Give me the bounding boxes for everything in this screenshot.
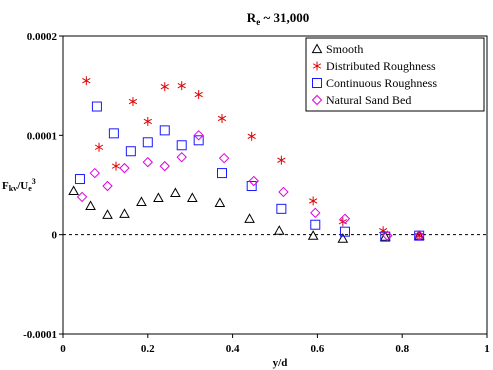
data-point: [413, 230, 425, 241]
data-point: [177, 81, 186, 91]
data-point: [153, 192, 164, 203]
x-axis-title: y/d: [273, 357, 288, 369]
x-tick-label: 0: [60, 343, 66, 355]
series-square: [74, 101, 425, 242]
y-tick-label: 0.0001: [27, 130, 57, 142]
legend: Smooth Distributed Roughness Continuous Ro…: [305, 37, 485, 112]
data-point: [214, 197, 226, 207]
legend-label: Continuous Roughness: [326, 76, 437, 90]
asterisk-stroke: [111, 163, 121, 169]
data-point: [310, 219, 321, 230]
data-point: [170, 187, 181, 198]
data-point: [248, 175, 260, 187]
legend-label: Smooth: [326, 42, 363, 56]
x-tick-label: 0.8: [395, 343, 409, 355]
data-point: [339, 226, 350, 237]
data-point: [186, 192, 198, 203]
data-point: [217, 168, 227, 179]
y-axis: -0.0001 0 0.0001 0.0002: [23, 31, 63, 341]
data-point: [159, 160, 170, 172]
data-point: [337, 233, 349, 243]
chart-title: Re ~ 31,000: [247, 10, 309, 27]
data-point: [276, 203, 287, 214]
asterisk-stroke: [82, 78, 91, 84]
data-point: [68, 185, 79, 196]
data-point: [143, 116, 152, 126]
asterisk-stroke: [194, 91, 203, 98]
asterisk-stroke: [277, 157, 286, 163]
data-point: [159, 125, 170, 136]
data-point: [277, 155, 286, 165]
data-point: [176, 151, 187, 163]
legend-marker: [312, 78, 322, 88]
asterisk-stroke: [309, 198, 318, 204]
asterisk-stroke: [312, 63, 322, 69]
data-point: [91, 101, 102, 112]
legend-marker: [311, 43, 323, 54]
data-point: [247, 131, 256, 141]
data-point: [82, 76, 91, 86]
data-point: [176, 140, 187, 151]
data-point: [380, 231, 391, 242]
data-points: [68, 76, 425, 243]
data-point: [194, 90, 203, 100]
data-point: [94, 142, 104, 152]
legend-label: Distributed Roughness: [326, 59, 436, 73]
data-point: [278, 186, 289, 198]
data-point: [339, 213, 351, 224]
data-point: [111, 161, 121, 171]
data-point: [136, 196, 147, 206]
data-point: [217, 113, 227, 123]
series-diamond: [76, 130, 425, 241]
x-tick-label: 0.6: [311, 343, 325, 355]
x-tick-label: 1: [484, 343, 490, 355]
legend-marker: [312, 61, 322, 71]
data-point: [307, 230, 319, 240]
y-tick-label: 0: [52, 230, 58, 242]
data-point: [310, 207, 321, 219]
y-axis-title: Fkv/Ue3: [2, 177, 36, 193]
data-point: [108, 128, 119, 139]
data-point: [119, 162, 130, 174]
series-asterisk: [82, 76, 424, 241]
y-tick-label: 0.0002: [27, 31, 58, 43]
data-point: [128, 97, 138, 107]
data-point: [102, 180, 113, 192]
legend-label: Natural Sand Bed: [326, 93, 411, 107]
data-point: [125, 146, 136, 157]
asterisk-stroke: [247, 133, 256, 140]
data-point: [218, 152, 230, 164]
data-point: [273, 225, 285, 235]
data-point: [102, 209, 113, 219]
data-point: [193, 130, 204, 141]
data-point: [382, 230, 393, 241]
asterisk-stroke: [177, 82, 186, 89]
data-point: [160, 82, 169, 92]
data-point: [89, 167, 101, 179]
asterisk-stroke: [217, 115, 227, 122]
asterisk-stroke: [94, 144, 104, 150]
asterisk-stroke: [160, 83, 169, 90]
legend-box: [305, 37, 485, 112]
series-triangle: [68, 185, 425, 243]
y-tick-label: -0.0001: [23, 329, 57, 341]
x-tick-label: 0.4: [226, 343, 240, 355]
data-point: [119, 208, 130, 218]
data-point: [193, 135, 204, 146]
data-point: [309, 196, 318, 206]
x-tick-label: 0.2: [141, 343, 155, 355]
data-point: [74, 174, 85, 185]
legend-marker: [311, 94, 323, 106]
data-point: [246, 180, 257, 191]
data-point: [244, 213, 255, 223]
data-point: [76, 191, 88, 203]
data-point: [142, 137, 153, 148]
x-axis: 0 0.2 0.4 0.6 0.8 1: [60, 334, 490, 355]
asterisk-stroke: [128, 98, 138, 105]
asterisk-stroke: [143, 118, 152, 125]
data-point: [142, 156, 154, 168]
data-point: [85, 200, 96, 210]
